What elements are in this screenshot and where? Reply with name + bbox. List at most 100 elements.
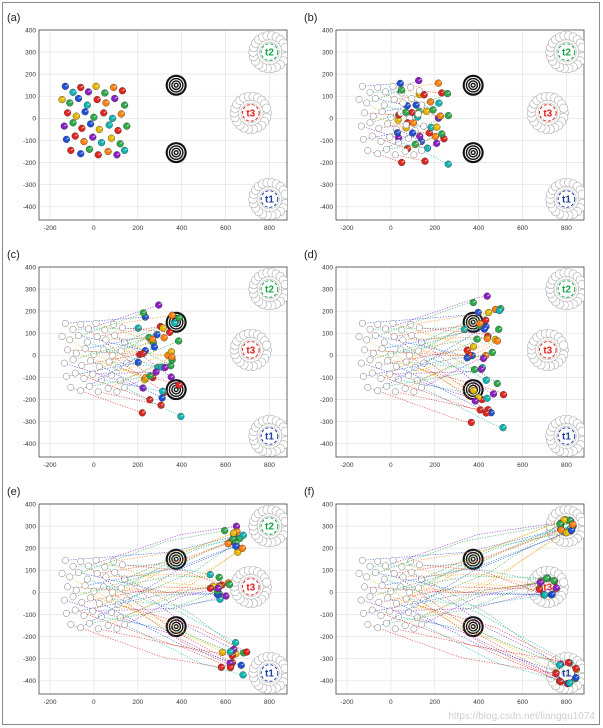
x-tick-label: 400	[473, 462, 484, 469]
agent-trail	[88, 304, 159, 330]
agent-start	[66, 573, 74, 581]
agent-marker	[155, 301, 163, 309]
agent-marker	[226, 664, 235, 672]
agent-start	[410, 151, 418, 159]
agent-start	[381, 325, 389, 333]
agent-start	[359, 135, 367, 143]
y-tick-label: 400	[322, 264, 333, 271]
y-tick-label: -200	[23, 634, 36, 641]
y-tick-label: -300	[320, 182, 333, 189]
target-t3: t3	[526, 328, 569, 371]
agent-marker	[239, 671, 247, 679]
agent-start	[358, 319, 366, 327]
agent-start	[389, 82, 397, 90]
agent-start	[77, 557, 85, 565]
agent-trail	[98, 628, 231, 668]
agent-trail	[126, 542, 237, 601]
agent-marker	[411, 140, 419, 148]
agent-trail	[410, 82, 439, 88]
agent-start	[408, 95, 416, 102]
agent-trail	[70, 387, 143, 414]
agent-start	[395, 139, 402, 147]
agent-trail	[413, 358, 484, 393]
agent-trail	[72, 337, 150, 361]
x-tick-label: 600	[517, 699, 528, 706]
target-t2: t2	[545, 505, 584, 547]
agent-marker	[572, 664, 580, 672]
y-tick-label: -300	[320, 656, 333, 663]
agent-start	[387, 113, 395, 121]
agent-start	[69, 593, 77, 601]
agent-start	[81, 345, 89, 353]
agent-start	[377, 138, 385, 146]
agent-start	[378, 582, 386, 590]
agent-start	[60, 359, 68, 367]
agent-trail	[363, 132, 398, 140]
target-t2: t2	[248, 31, 287, 73]
agent-start	[121, 383, 129, 391]
agent-trail	[65, 316, 146, 324]
agent-marker	[221, 527, 229, 535]
x-tick-label: 0	[92, 225, 96, 232]
agent-start	[105, 358, 113, 366]
agent-trail	[401, 92, 434, 111]
agent-start	[78, 598, 86, 606]
agent-trail	[419, 327, 488, 337]
x-tick-label: 200	[429, 699, 440, 706]
agent-start	[369, 112, 377, 120]
agent-start	[113, 625, 121, 633]
agent-start	[123, 359, 131, 367]
agent-start	[121, 620, 129, 628]
agent-start	[374, 83, 382, 91]
panel-label: (c)	[7, 249, 20, 261]
agent-trail	[400, 112, 430, 134]
agent-start	[408, 332, 416, 339]
y-tick-label: -100	[320, 138, 333, 145]
target-t2: t2	[545, 31, 584, 73]
agent-start	[372, 332, 379, 339]
agent-start	[380, 101, 388, 109]
agent-start	[386, 607, 394, 615]
agent-marker	[61, 82, 69, 90]
agent-marker	[422, 107, 431, 115]
agent-marker	[237, 661, 245, 669]
agent-start	[366, 325, 374, 333]
agent-start	[378, 108, 386, 116]
y-tick-label: -300	[23, 656, 36, 663]
agent-start	[102, 573, 110, 581]
agent-start	[72, 349, 80, 357]
agent-trail	[364, 581, 555, 594]
agent-start	[92, 319, 100, 327]
y-tick-label: 0	[32, 590, 36, 597]
target-t2: t2	[248, 505, 287, 547]
agent-start	[110, 557, 118, 565]
x-tick-label: 800	[561, 225, 572, 232]
agent-start	[401, 148, 409, 155]
x-tick-label: 200	[429, 225, 440, 232]
agent-trail	[404, 524, 574, 626]
agent-start	[75, 332, 82, 339]
agent-start	[117, 347, 125, 355]
y-tick-label: 200	[322, 545, 333, 552]
target-label: t3	[543, 345, 552, 356]
y-tick-label: -200	[320, 634, 333, 641]
agent-trail	[382, 530, 572, 587]
agent-start	[415, 561, 423, 569]
agent-trail	[414, 604, 577, 669]
agent-start	[94, 388, 102, 396]
target-label: t2	[562, 48, 571, 59]
x-tick-label: -200	[340, 699, 353, 706]
agent-start	[61, 319, 69, 327]
y-tick-label: 400	[322, 27, 333, 34]
agent-start	[361, 109, 368, 117]
agent-marker	[175, 381, 183, 389]
plot-area: t2 t3 t1	[58, 505, 287, 694]
agent-start	[58, 570, 66, 578]
agent-start	[94, 625, 102, 633]
agent-start	[418, 575, 426, 583]
agent-marker	[166, 328, 174, 336]
agent-start	[66, 336, 74, 344]
agent-start	[402, 595, 410, 603]
agent-marker	[552, 670, 560, 678]
agent-trail	[367, 387, 472, 423]
